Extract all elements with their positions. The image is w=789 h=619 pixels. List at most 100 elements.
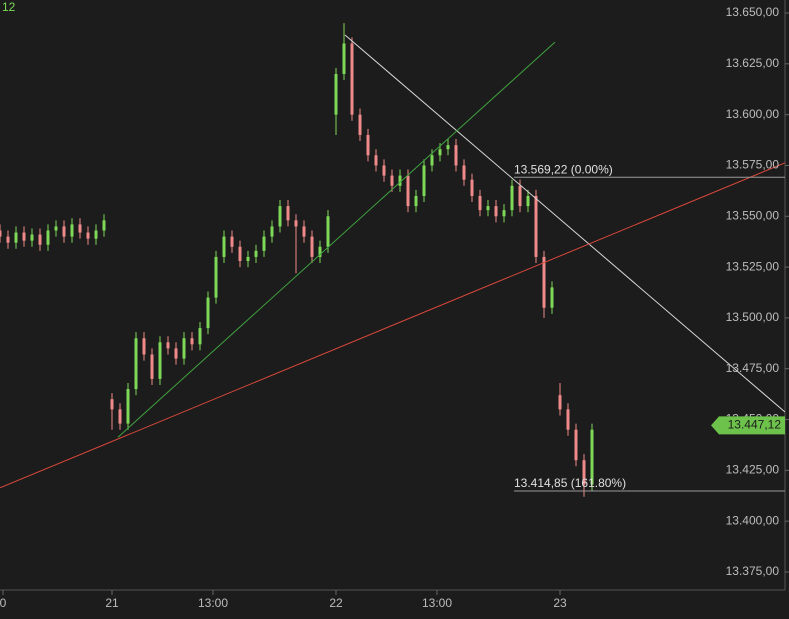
candle-body (366, 134, 370, 156)
candle-body (350, 43, 354, 115)
candle-body (398, 175, 402, 186)
candle-body (134, 338, 138, 390)
candle-body (414, 195, 418, 207)
x-tick-label: 22 (329, 596, 343, 610)
candle-body (278, 206, 282, 227)
candle-body (494, 206, 498, 217)
corner-label: 12 (2, 0, 16, 14)
y-tick-label: 13.625,00 (726, 56, 780, 70)
candle-body (254, 250, 258, 257)
y-tick-label: 13.375,00 (726, 564, 780, 578)
level-label: 13.414,85 (161.80%) (514, 476, 626, 490)
candle-body (550, 287, 554, 308)
candle-body (454, 145, 458, 166)
candle-body (102, 220, 106, 231)
candle-body (534, 195, 538, 257)
candle-body (158, 342, 162, 379)
candle-body (470, 179, 474, 196)
candle-body (310, 236, 314, 257)
candle-body (54, 226, 58, 231)
candle-body (382, 165, 386, 176)
candle-body (510, 185, 514, 211)
y-tick-label: 13.400,00 (726, 513, 780, 527)
candle-body (182, 338, 186, 359)
candle-body (94, 230, 98, 239)
y-tick-label: 13.600,00 (726, 107, 780, 121)
candle-body (526, 195, 530, 207)
trend-line (117, 41, 556, 438)
x-tick-label: 13:00 (198, 596, 228, 610)
candle-body (238, 246, 242, 261)
candle-body (142, 338, 146, 355)
candle-body (462, 165, 466, 180)
candle-body (318, 246, 322, 257)
candle-body (222, 236, 226, 257)
y-tick-label: 13.525,00 (726, 259, 780, 273)
x-tick-label: 23 (553, 596, 567, 610)
y-tick-label: 13.550,00 (726, 208, 780, 222)
x-tick-label: 13:00 (422, 596, 452, 610)
y-tick-label: 13.425,00 (726, 463, 780, 477)
x-tick-label: 21 (105, 596, 119, 610)
candle-body (342, 43, 346, 74)
candle-body (486, 206, 490, 211)
candle-body (22, 232, 26, 241)
candle-body (518, 185, 522, 207)
candle-body (286, 206, 290, 221)
candle-body (86, 232, 90, 239)
candle-body (206, 297, 210, 329)
candle-body (326, 216, 330, 247)
last-price-label: 13.447,12 (728, 418, 782, 432)
candle-body (38, 234, 42, 245)
candle-body (262, 236, 266, 251)
y-tick-label: 13.500,00 (726, 310, 780, 324)
trend-line (0, 162, 785, 489)
candle-body (438, 149, 442, 156)
candle-body (574, 429, 578, 461)
candle-body (190, 338, 194, 345)
candle-body (118, 409, 122, 424)
candle-body (302, 226, 306, 237)
candle-body (246, 256, 250, 261)
level-label: 13.569,22 (0.00%) (514, 162, 613, 176)
candle-body (558, 395, 562, 410)
candle-body (30, 234, 34, 241)
candle-body (110, 399, 114, 410)
candle-body (198, 328, 202, 345)
candle-body (270, 226, 274, 237)
candle-body (334, 73, 338, 115)
candle-body (358, 114, 362, 135)
candle-body (230, 236, 234, 247)
y-tick-label: 13.475,00 (726, 361, 780, 375)
x-tick-label: 0 (0, 596, 7, 610)
candle-body (590, 429, 594, 485)
candle-body (46, 230, 50, 245)
trend-line (344, 34, 785, 413)
candle-body (582, 460, 586, 485)
candle-body (542, 256, 546, 308)
y-tick-label: 13.650,00 (726, 5, 780, 19)
candle-body (478, 195, 482, 211)
candle-body (70, 224, 74, 237)
candle-body (566, 409, 570, 430)
candle-body (166, 342, 170, 349)
candle-body (78, 224, 82, 233)
candle-body (150, 354, 154, 379)
candle-body (390, 175, 394, 186)
candle-body (406, 175, 410, 207)
candle-body (422, 165, 426, 196)
candle-body (62, 226, 66, 237)
candle-body (126, 389, 130, 424)
candle-body (14, 232, 18, 243)
candle-body (294, 220, 298, 227)
plot-area (0, 23, 785, 497)
candle-body (6, 236, 10, 243)
y-tick-label: 13.575,00 (726, 158, 780, 172)
candle-body (446, 145, 450, 150)
candle-body (374, 155, 378, 166)
candle-body (502, 210, 506, 217)
last-price-tag (711, 416, 785, 435)
candle-body (430, 155, 434, 166)
